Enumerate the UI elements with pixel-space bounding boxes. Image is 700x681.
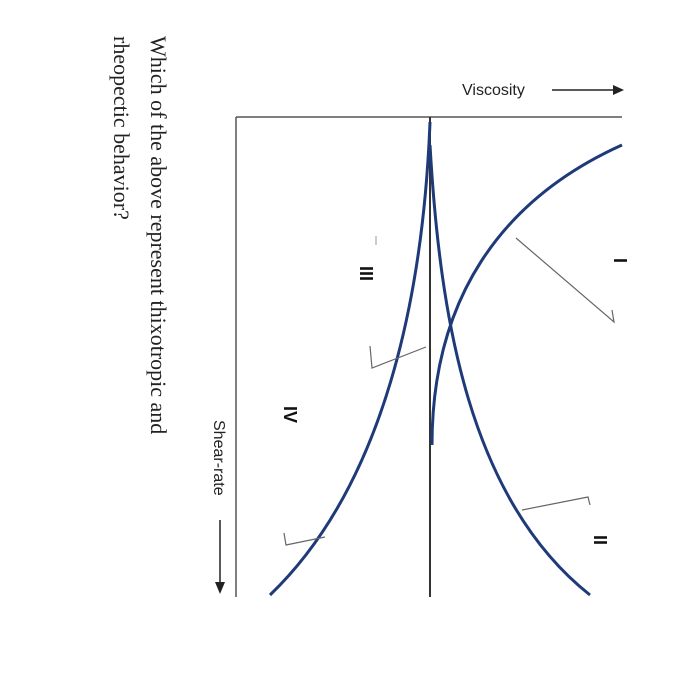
curve-label-i: I — [610, 258, 630, 263]
curve-label-iii: III — [356, 266, 376, 281]
shear-rate-axis-label: Shear-rate — [210, 420, 227, 496]
question-line-2: rheopectic behavior? — [109, 36, 134, 220]
curve-iii-iv — [268, 121, 432, 597]
curve-label-iv: IV — [280, 406, 300, 423]
question-line-1: Which of the above represent thixotropic… — [146, 36, 171, 434]
leader-iv — [283, 532, 326, 546]
curve-label-ii: II — [590, 535, 610, 545]
leader-iii — [369, 345, 427, 369]
curve-ii — [428, 144, 591, 597]
viscosity-axis-label: Viscosity — [462, 82, 525, 99]
shear-rate-arrow-head-icon — [215, 582, 225, 594]
leader-ii — [521, 496, 591, 511]
curve-i — [430, 143, 623, 446]
viscosity-arrow-head-icon — [613, 85, 624, 95]
leader-i — [515, 237, 615, 324]
